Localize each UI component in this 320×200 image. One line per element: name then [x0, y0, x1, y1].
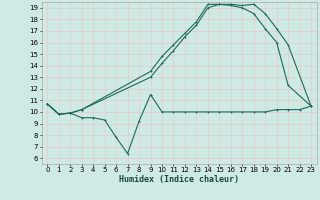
X-axis label: Humidex (Indice chaleur): Humidex (Indice chaleur) — [119, 175, 239, 184]
